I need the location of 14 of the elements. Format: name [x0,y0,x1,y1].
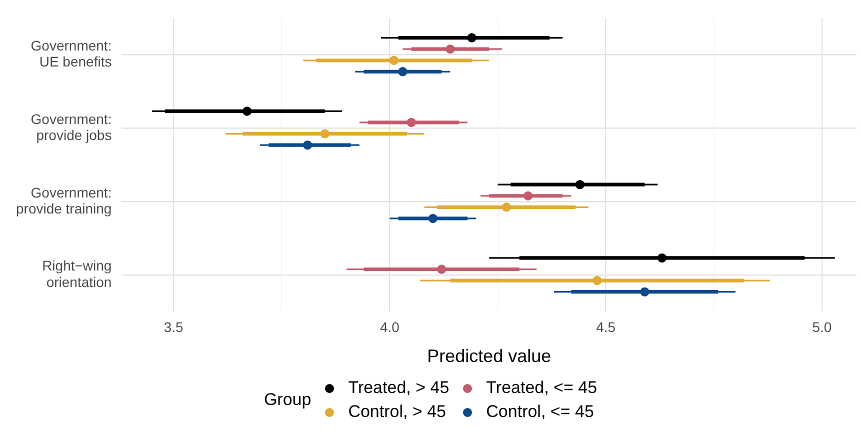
legend-label: Treated, > 45 [348,378,450,398]
x-tick-label: 5.0 [812,318,832,335]
x-tick-label: 4.5 [596,318,616,335]
y-tick-label: Government: provide training [16,184,112,216]
legend-label: Control, > 45 [348,402,446,422]
y-tick-label: Right−wing orientation [42,258,112,290]
x-tick-label: 4.0 [380,318,400,335]
x-axis-title: Predicted value [427,346,552,366]
y-tick-label: Government: provide jobs [30,110,112,144]
legend-label: Control, <= 45 [486,402,594,422]
legend-label: Treated, <= 45 [486,378,598,398]
legend-title: Group [264,390,312,410]
y-tick-label: Government: UE benefits [30,38,112,70]
x-tick-label: 3.5 [164,318,184,335]
